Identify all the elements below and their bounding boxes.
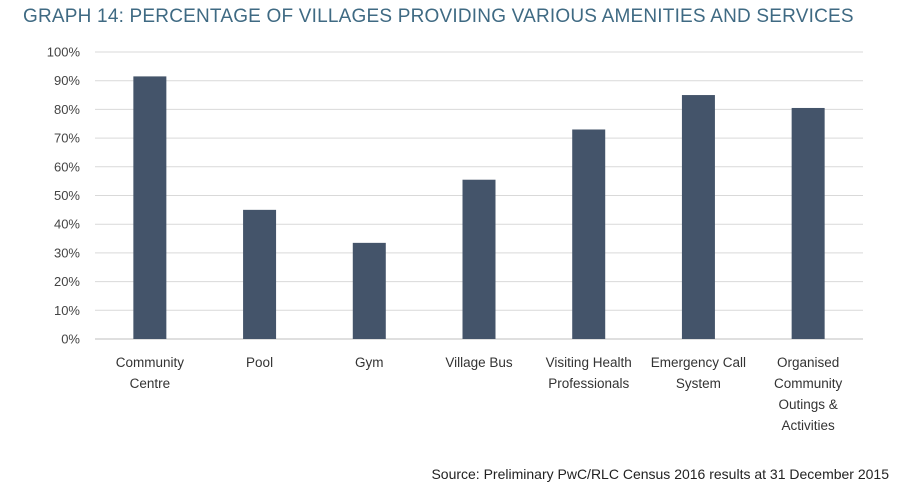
x-axis-tick-labels: Community Centre Pool Gym Village Bus Visitin… [116, 355, 843, 433]
y-tick-label: 40% [54, 217, 80, 232]
x-tick-label: Organised Community Outings & Activities [774, 355, 843, 433]
x-tick-label: Village Bus [445, 355, 513, 370]
y-tick-label: 60% [54, 159, 80, 174]
bar [352, 242, 386, 339]
bar [572, 129, 606, 339]
bar [681, 95, 715, 339]
y-tick-label: 100% [47, 45, 81, 60]
bar [791, 107, 825, 339]
chart-title: GRAPH 14: PERCENTAGE OF VILLAGES PROVIDI… [23, 6, 854, 27]
x-tick-label: Community Centre [116, 355, 185, 391]
source-note: Source: Preliminary PwC/RLC Census 2016 … [431, 466, 889, 482]
x-tick-label: Pool [246, 355, 273, 370]
y-tick-label: 70% [54, 131, 80, 146]
bar [133, 76, 167, 340]
bar [243, 209, 277, 339]
y-tick-label: 0% [61, 332, 80, 347]
y-tick-label: 20% [54, 274, 80, 289]
y-tick-label: 30% [54, 245, 80, 260]
y-tick-label: 50% [54, 188, 80, 203]
y-tick-label: 80% [54, 102, 80, 117]
x-tick-label: Visiting Health Professionals [546, 355, 632, 391]
x-tick-label: Emergency Call System [651, 355, 746, 391]
y-axis-tick-labels: 0% 10% 20% 30% 40% 50% 60% 70% 80% 90% 100% [47, 45, 81, 347]
bar [462, 179, 496, 339]
y-tick-label: 10% [54, 303, 80, 318]
y-tick-label: 90% [54, 73, 80, 88]
x-tick-label: Gym [355, 355, 384, 370]
bars [133, 76, 825, 340]
